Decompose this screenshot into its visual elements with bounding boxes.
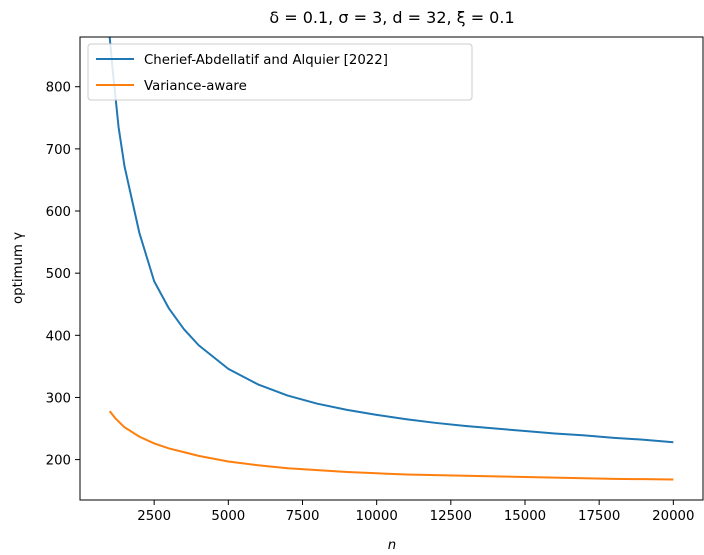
- x-ticks: 2500 5000 7500 10000 12500 15000 17500 20000: [137, 500, 694, 524]
- y-tick-label: 500: [46, 267, 71, 282]
- y-tick-label: 400: [46, 329, 71, 344]
- series-line-1: [108, 410, 674, 481]
- x-tick-label: 7500: [286, 509, 320, 524]
- x-tick-label: 15000: [504, 509, 546, 524]
- x-tick-label: 5000: [211, 509, 245, 524]
- x-tick-label: 20000: [652, 509, 694, 524]
- x-tick-label: 12500: [430, 509, 472, 524]
- plot-frame: [79, 36, 704, 501]
- legend: Cherief-Abdellatif and Alquier [2022] Va…: [87, 43, 473, 101]
- legend-label-cherief: Cherief-Abdellatif and Alquier [2022]: [144, 53, 388, 68]
- x-tick-label: 17500: [578, 509, 620, 524]
- x-tick-label: 10000: [356, 509, 398, 524]
- y-ticks: 200 300 400 500 600 700 800: [46, 81, 80, 469]
- y-tick-label: 700: [46, 143, 71, 158]
- x-tick-label: 2500: [137, 509, 171, 524]
- y-tick-label: 600: [46, 205, 71, 220]
- chart-title: δ = 0.1, σ = 3, d = 32, ξ = 0.1: [269, 8, 514, 27]
- plot-area: [80, 37, 704, 500]
- y-tick-label: 800: [46, 81, 71, 96]
- y-axis-label: optimum γ: [11, 232, 26, 304]
- legend-box: [87, 43, 473, 101]
- y-tick-label: 300: [46, 391, 71, 406]
- x-axis-label: n: [388, 538, 396, 553]
- series-layer: [108, 37, 674, 481]
- series-line-0: [108, 37, 674, 444]
- y-tick-label: 200: [46, 454, 71, 469]
- legend-label-variance-aware: Variance-aware: [144, 79, 247, 94]
